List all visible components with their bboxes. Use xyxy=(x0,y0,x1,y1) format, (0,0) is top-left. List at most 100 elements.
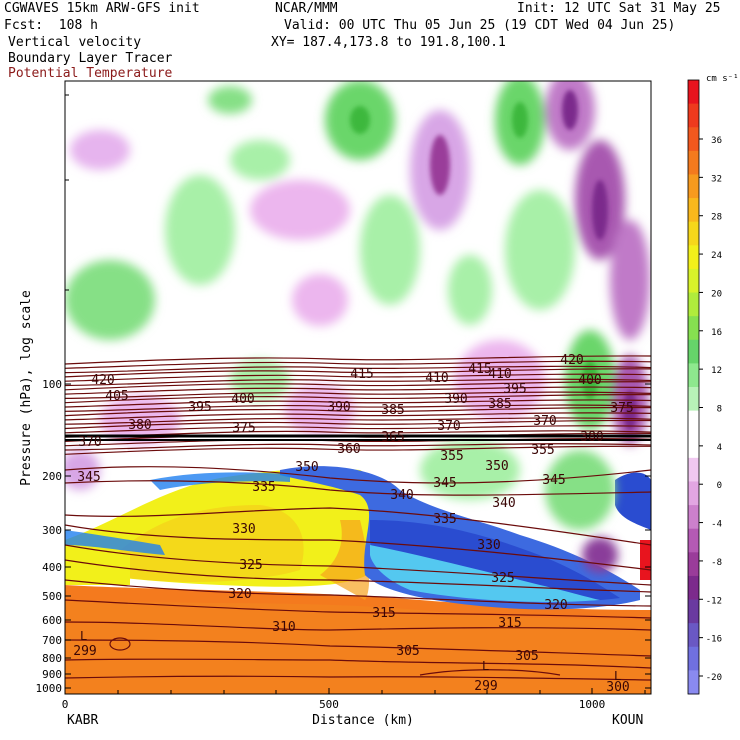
left-station-label: KABR xyxy=(67,713,98,728)
colorbar-label: -20 xyxy=(706,673,722,683)
colorbar-label: 32 xyxy=(711,174,722,184)
colorbar-segment xyxy=(688,505,699,530)
theta-contour-label: 335 xyxy=(433,512,456,527)
colorbar-segment xyxy=(688,221,699,246)
theta-contour-label: 350 xyxy=(485,459,508,474)
theta-contour-label: 345 xyxy=(542,473,565,488)
theta-contour-line xyxy=(65,394,651,404)
colorbar-segment xyxy=(688,316,699,341)
colorbar-segment xyxy=(688,339,699,364)
theta-contour-label: 299 xyxy=(73,644,96,659)
theta-contour-label: 320 xyxy=(228,587,251,602)
theta-contour-line xyxy=(65,675,651,681)
theta-contour-label: 370 xyxy=(437,419,460,434)
theta-contour-label: 380 xyxy=(580,430,603,445)
colorbar-segment xyxy=(688,245,699,270)
theta-contour-line xyxy=(65,404,651,412)
theta-contour-label: 415 xyxy=(468,362,491,377)
colorbar-segment xyxy=(688,670,699,695)
low-marker: L xyxy=(614,669,621,683)
colorbar-segment xyxy=(688,127,699,152)
theta-contour-label: 325 xyxy=(239,558,262,573)
colorbar-segment xyxy=(688,528,699,553)
agency-label: NCAR/MMM xyxy=(275,1,338,16)
theta-contour-label: 375 xyxy=(232,421,255,436)
colorbar-segment xyxy=(688,174,699,199)
theta-contour-label: 400 xyxy=(578,373,601,388)
theta-contour-line xyxy=(65,480,651,496)
theta-contour-line xyxy=(65,378,651,387)
y-tick-label: 900 xyxy=(42,668,62,681)
theta-contour-label: 345 xyxy=(77,470,100,485)
theta-contour-label: 390 xyxy=(444,392,467,407)
low-markers: LLLL xyxy=(80,629,621,683)
theta-contour-line xyxy=(65,365,651,374)
theta-contour-label: 395 xyxy=(188,400,211,415)
theta-contour-line xyxy=(65,406,651,417)
colorbar-segment xyxy=(688,599,699,624)
colorbar-segment xyxy=(688,103,699,128)
theta-contour-line xyxy=(65,507,651,546)
theta-contour-line xyxy=(65,417,651,425)
y-tick-label: 800 xyxy=(42,652,62,665)
theta-contour-label: 365 xyxy=(381,430,404,445)
colorbar-label: 4 xyxy=(717,443,722,453)
theta-contour-line xyxy=(65,544,651,586)
y-tick-label: 100 xyxy=(42,378,62,391)
colorbar-label: -16 xyxy=(706,635,722,645)
colorbar-segment xyxy=(688,623,699,648)
theta-contour-line xyxy=(65,445,651,455)
x-tick-label: 1000 xyxy=(579,698,606,711)
theta-contour-label: 355 xyxy=(531,443,554,458)
colorbar-segment xyxy=(688,481,699,506)
theta-contour-line xyxy=(65,425,651,434)
colorbar-segment xyxy=(688,434,699,459)
theta-contour-line xyxy=(65,559,651,593)
colorbar-segment xyxy=(688,363,699,388)
theta-contour-line xyxy=(65,399,651,408)
colorbar-segment xyxy=(688,457,699,482)
colorbar-segment xyxy=(688,150,699,175)
theta-contour-line xyxy=(65,639,651,657)
theta-contour-line xyxy=(65,621,651,631)
colorbar-label: -12 xyxy=(706,596,722,606)
theta-contour-line xyxy=(65,391,651,399)
theta-contour-line xyxy=(419,669,561,676)
y-tick-label: 200 xyxy=(42,470,62,483)
colorbar-units: cm s⁻¹ xyxy=(706,74,739,84)
theta-contour-label: 375 xyxy=(610,401,633,416)
field-potential-temperature: Potential Temperature xyxy=(8,66,173,81)
theta-contour-label: 350 xyxy=(295,460,318,475)
theta-contour-label: 325 xyxy=(491,571,514,586)
theta-contour-label: 305 xyxy=(396,644,419,659)
theta-contour-line xyxy=(65,419,651,430)
colorbar: 36 32 28 24 20 16 12 8 4 0 -4 -8 -12 -16 -20 xyxy=(687,79,722,695)
colorbar-frame xyxy=(687,79,700,695)
theta-contour-label: 330 xyxy=(477,538,500,553)
theta-contour-label: 340 xyxy=(492,496,515,511)
x-tick-label: 0 xyxy=(62,698,69,711)
theta-contour-label: 330 xyxy=(232,522,255,537)
theta-contour-label: 320 xyxy=(544,598,567,613)
theta-contour-closed xyxy=(109,637,131,651)
theta-contour-line xyxy=(65,368,651,378)
theta-contour-label: 390 xyxy=(327,400,350,415)
colorbar-segment xyxy=(688,387,699,412)
y-tick-label: 300 xyxy=(42,524,62,537)
theta-contour-label: 310 xyxy=(272,620,295,635)
theta-contour-label: 355 xyxy=(440,449,463,464)
x-tick-label: 500 xyxy=(319,698,339,711)
colorbar-label: -4 xyxy=(711,520,722,530)
y-tick-label: 700 xyxy=(42,634,62,647)
colorbar-segment xyxy=(688,575,699,601)
y-tick-label: 400 xyxy=(42,561,62,574)
theta-contour-label: 340 xyxy=(390,488,413,503)
theta-contour-label: 335 xyxy=(252,480,275,495)
theta-contour-label: 395 xyxy=(503,382,526,397)
theta-contour-label: 380 xyxy=(128,418,151,433)
colorbar-label: 24 xyxy=(711,251,722,261)
colorbar-segment xyxy=(688,292,699,317)
theta-contour-label: 415 xyxy=(350,367,373,382)
